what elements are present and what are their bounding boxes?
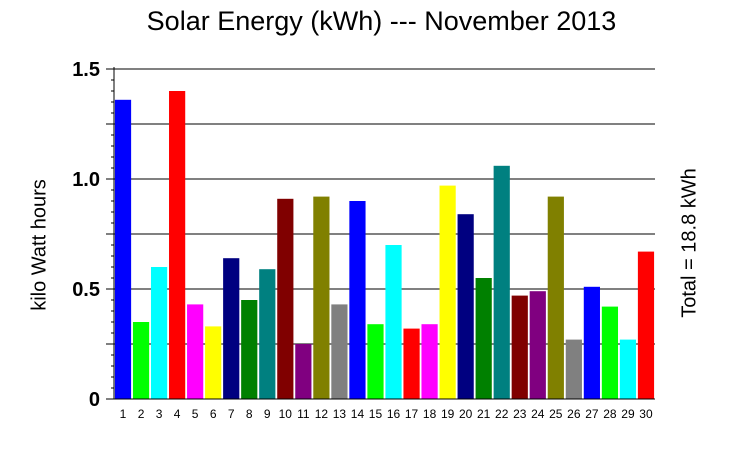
x-tick-label: 15 — [369, 407, 383, 421]
bar-day-24 — [529, 291, 546, 399]
x-tick-label: 4 — [174, 407, 181, 421]
x-tick-label: 28 — [603, 407, 617, 421]
x-tick-label: 23 — [513, 407, 527, 421]
bar-day-29 — [619, 339, 637, 399]
x-tick-label: 20 — [459, 407, 473, 421]
bar-day-10 — [277, 198, 294, 399]
bar-day-16 — [385, 245, 402, 399]
x-tick-label: 17 — [405, 407, 419, 421]
bar-day-1 — [114, 99, 132, 400]
x-tick-label: 26 — [567, 407, 581, 421]
bar-day-2 — [132, 322, 150, 399]
bar-day-14 — [349, 201, 366, 399]
y-tick-label: 1.0 — [72, 169, 100, 191]
x-tick-label: 16 — [387, 407, 401, 421]
x-tick-label: 6 — [210, 407, 217, 421]
bar-day-19 — [439, 185, 456, 399]
bar-day-17 — [403, 328, 420, 399]
x-tick-label: 7 — [228, 407, 235, 421]
x-tick-label: 2 — [138, 407, 145, 421]
x-tick-label: 30 — [639, 407, 653, 421]
bar-day-11 — [295, 344, 312, 399]
bar-day-28 — [601, 306, 619, 399]
bar-day-4 — [169, 91, 186, 399]
bar-day-15 — [367, 324, 384, 399]
bar-day-6 — [205, 326, 222, 399]
bar-day-23 — [511, 295, 528, 399]
bar-day-27 — [583, 286, 600, 399]
x-tick-label: 25 — [549, 407, 563, 421]
y-tick-label: 1.5 — [72, 59, 100, 81]
bar-day-25 — [547, 196, 564, 399]
x-tick-label: 1 — [120, 407, 127, 421]
y-tick-labels: 0 0.5 1.0 1.5 — [72, 59, 100, 411]
bar-day-20 — [457, 214, 474, 399]
chart-title: Solar Energy (kWh) --- November 2013 — [146, 6, 617, 36]
grid-lines — [114, 68, 655, 345]
bar-day-30 — [637, 251, 655, 399]
x-tick-label: 14 — [351, 407, 365, 421]
x-tick-label: 27 — [585, 407, 599, 421]
x-tick-label: 22 — [495, 407, 509, 421]
x-tick-label: 12 — [315, 407, 329, 421]
bar-day-22 — [493, 165, 510, 399]
y-tick-label: 0.5 — [72, 279, 100, 301]
bars — [114, 91, 655, 400]
bar-day-9 — [259, 269, 276, 399]
bar-day-7 — [223, 258, 240, 399]
x-tick-label: 5 — [192, 407, 199, 421]
axes — [106, 67, 655, 400]
bar-day-8 — [241, 300, 258, 399]
x-tick-label: 3 — [156, 407, 163, 421]
x-tick-label: 10 — [279, 407, 293, 421]
bar-day-12 — [313, 196, 330, 399]
x-tick-label: 11 — [297, 407, 310, 421]
x-tick-label: 8 — [246, 407, 253, 421]
x-tick-label: 24 — [531, 407, 545, 421]
x-tick-label: 21 — [477, 407, 491, 421]
bar-day-13 — [331, 304, 348, 399]
bar-day-26 — [565, 339, 582, 399]
bar-day-18 — [421, 324, 438, 399]
bar-day-3 — [150, 267, 168, 399]
x-tick-label: 19 — [441, 407, 455, 421]
bar-day-21 — [475, 278, 492, 399]
x-tick-label: 18 — [423, 407, 437, 421]
bar-day-5 — [187, 304, 204, 399]
x-tick-label: 13 — [333, 407, 347, 421]
x-tick-labels: 1 2 3 4 5 6 7 8 9 10 11 12 13 14 15 16 17 18 19 20 21 22 23 24 2… — [120, 407, 653, 421]
x-tick-label: 9 — [264, 407, 271, 421]
y-tick-label: 0 — [89, 389, 100, 411]
x-tick-label: 29 — [621, 407, 635, 421]
